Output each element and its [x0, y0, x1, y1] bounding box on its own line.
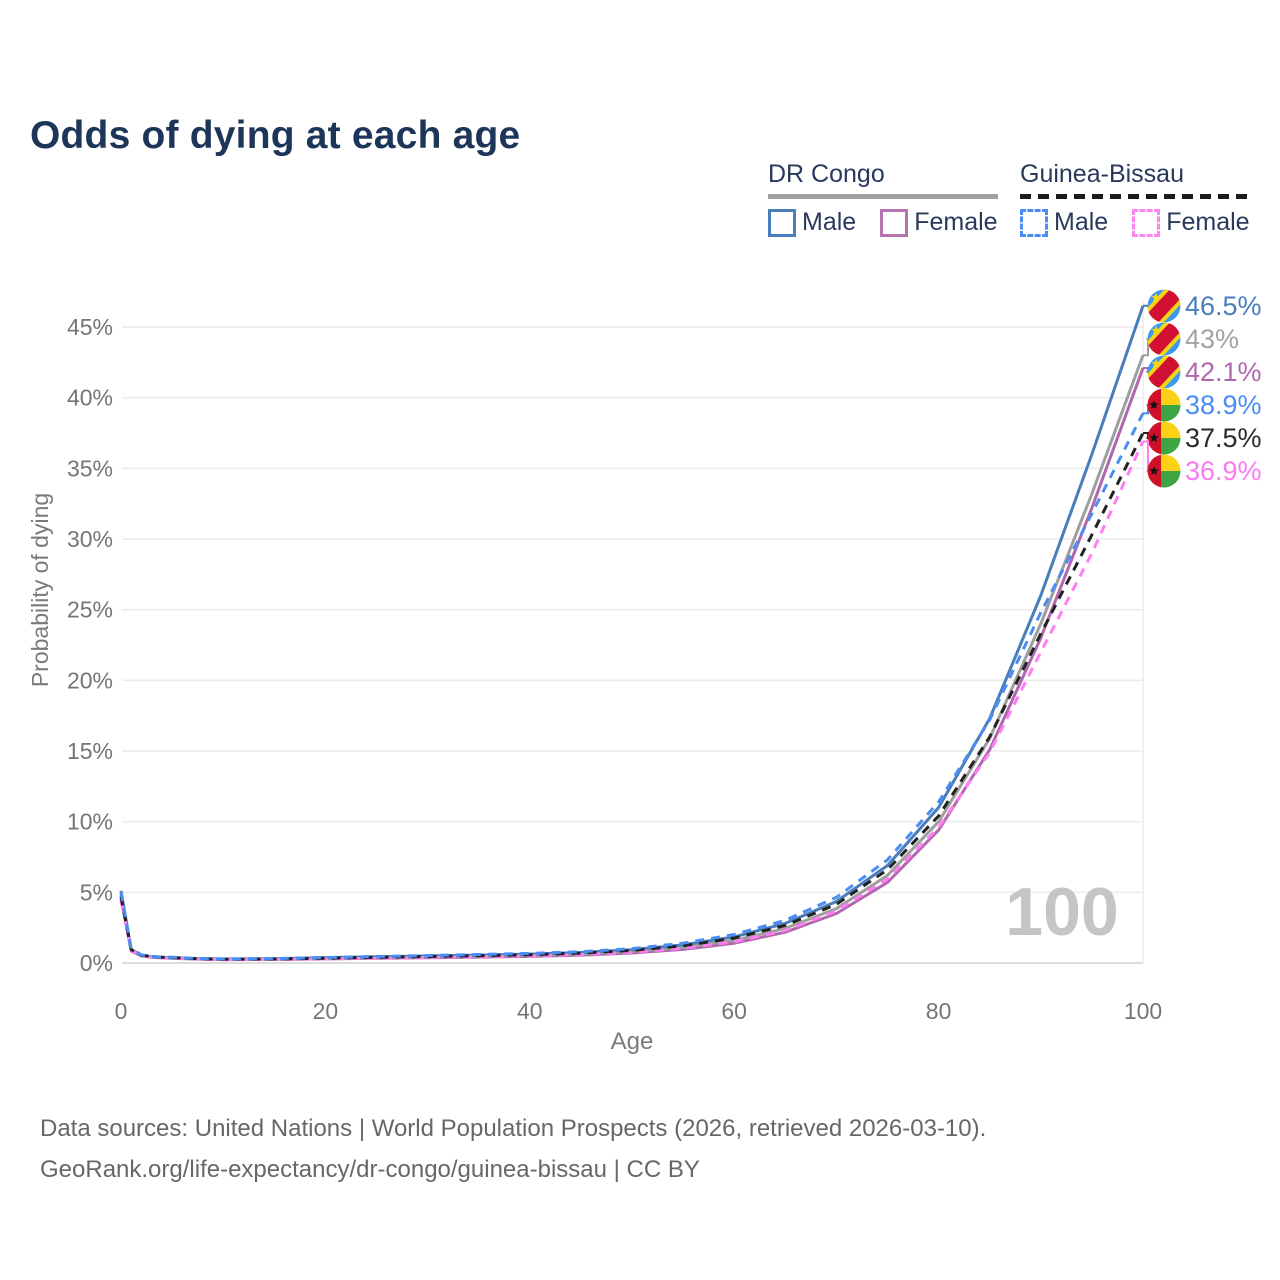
end-label-gb-male: 38.9%	[1185, 390, 1262, 420]
x-tick-label: 20	[313, 998, 339, 1024]
footer: Data sources: United Nations | World Pop…	[40, 1108, 986, 1190]
attribution-line: GeoRank.org/life-expectancy/dr-congo/gui…	[40, 1156, 700, 1183]
series-line-drc-male	[119, 305, 1145, 961]
legend: DR Congo Male Female Guinea-Bissau Male	[0, 160, 1280, 250]
legend-item-label: Female	[1166, 208, 1250, 236]
dr-congo-flag-icon	[1147, 322, 1181, 356]
data-sources-line: Data sources: United Nations | World Pop…	[40, 1115, 987, 1142]
y-tick-label: 35%	[67, 455, 113, 481]
guinea-bissau-flag-icon	[1147, 454, 1181, 488]
label-connector-drc-both	[1143, 338, 1149, 357]
end-labels: 46.5%43%42.1%38.9%37.5%36.9%	[1143, 289, 1262, 488]
legend-item-drc-male[interactable]: Male	[768, 208, 856, 237]
gridlines: 0% 5% 10% 15% 20% 25% 30% 35% 40% 45%	[67, 300, 1144, 976]
series-line-gb-both	[119, 432, 1145, 961]
dr-congo-solid-line-swatch	[768, 194, 998, 199]
legend-group-guinea-bissau: Guinea-Bissau Male Female	[1020, 160, 1250, 237]
end-label-gb-both: 37.5%	[1185, 423, 1262, 453]
age-watermark: 100	[1005, 874, 1118, 950]
label-connector-gb-female	[1143, 440, 1149, 472]
x-tick-label: 40	[517, 998, 543, 1024]
series-line-gb-female	[119, 440, 1145, 962]
legend-country-dr-congo[interactable]: DR Congo	[768, 160, 998, 199]
series-line-gb-male	[119, 412, 1145, 961]
gb-female-swatch-icon	[1132, 208, 1161, 237]
legend-country-guinea-bissau[interactable]: Guinea-Bissau	[1020, 160, 1250, 199]
legend-item-gb-female[interactable]: Female	[1132, 208, 1250, 237]
legend-item-label: Female	[914, 208, 998, 236]
drc-male-swatch-icon	[768, 208, 796, 237]
drc-female-swatch-icon	[880, 208, 909, 237]
y-tick-label: 40%	[67, 385, 113, 411]
y-tick-label: 5%	[80, 879, 113, 905]
label-connector-drc-female	[1143, 367, 1149, 373]
page-title: Odds of dying at each age	[30, 114, 521, 158]
guinea-bissau-flag-icon	[1147, 388, 1181, 422]
legend-country-label: DR Congo	[768, 160, 885, 188]
legend-item-gb-male[interactable]: Male	[1020, 208, 1108, 237]
series-line-drc-female	[119, 367, 1145, 962]
dr-congo-flag-icon	[1147, 289, 1181, 323]
legend-item-label: Male	[1054, 208, 1109, 236]
legend-group-dr-congo: DR Congo Male Female	[768, 160, 998, 237]
guinea-bissau-flag-icon	[1147, 421, 1181, 455]
x-tick-label: 0	[115, 998, 128, 1024]
x-tick-label: 60	[721, 998, 747, 1024]
label-connector-gb-male	[1143, 404, 1149, 415]
y-tick-label: 30%	[67, 526, 113, 552]
y-tick-label: 20%	[67, 667, 113, 693]
y-tick-label: 25%	[67, 597, 113, 623]
y-tick-label: 45%	[67, 314, 113, 340]
legend-country-label: Guinea-Bissau	[1020, 160, 1184, 188]
x-axis-title: Age	[611, 1028, 654, 1055]
y-tick-label: 0%	[80, 950, 113, 976]
label-connector-gb-both	[1143, 432, 1149, 439]
x-tick-label: 100	[1124, 998, 1162, 1024]
end-label-gb-female: 36.9%	[1185, 456, 1262, 486]
end-label-drc-female: 42.1%	[1185, 357, 1262, 387]
x-tick-label: 80	[926, 998, 952, 1024]
y-axis-title: Probability of dying	[27, 493, 53, 687]
dr-congo-flag-icon	[1147, 355, 1181, 389]
end-label-drc-both: 43%	[1185, 324, 1239, 354]
series-line-drc-both	[119, 354, 1145, 961]
legend-item-drc-female[interactable]: Female	[880, 208, 998, 237]
y-tick-label: 10%	[67, 809, 113, 835]
y-tick-label: 15%	[67, 738, 113, 764]
guinea-bissau-dashed-line-swatch	[1020, 194, 1250, 199]
end-label-drc-male: 46.5%	[1185, 291, 1262, 321]
legend-item-label: Male	[802, 208, 857, 236]
gb-male-swatch-icon	[1020, 208, 1048, 237]
